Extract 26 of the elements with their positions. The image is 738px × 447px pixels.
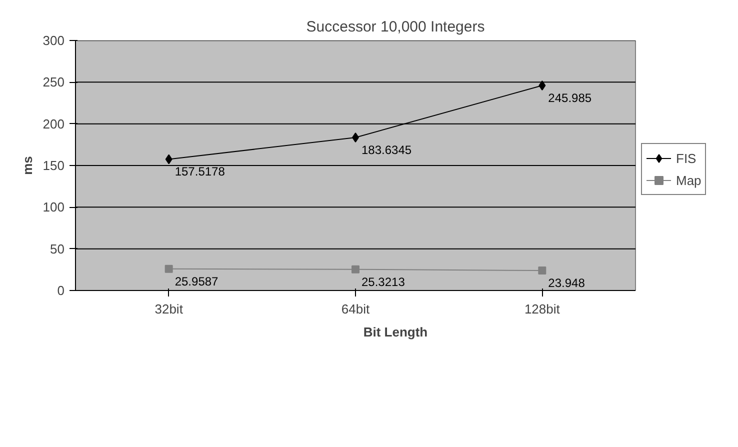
- y-tick-label: 300: [42, 33, 65, 48]
- y-tick-label: 0: [57, 283, 65, 298]
- data-label: 25.3213: [362, 274, 406, 289]
- point: [165, 154, 172, 164]
- y-tick-label: 50: [50, 241, 65, 256]
- data-label: 157.5178: [174, 164, 226, 179]
- data-label: 25.9587: [174, 274, 219, 288]
- y-tick-label: 150: [42, 158, 65, 173]
- chart-title: Successor 10,000 Integers: [306, 18, 485, 36]
- x-tick-label: 32bit: [154, 302, 184, 316]
- data-label: 183.6345: [362, 142, 412, 157]
- data-label: 245.985: [548, 91, 592, 106]
- x-tick-label: 128bit: [524, 302, 560, 316]
- point: [352, 265, 360, 274]
- legend-label: Map: [676, 172, 702, 188]
- point: [538, 266, 546, 275]
- point: [164, 264, 173, 273]
- y-tick-label: 200: [42, 116, 65, 132]
- y-tick-label: 250: [42, 74, 65, 90]
- data-label: 23.948: [548, 276, 586, 290]
- y-tick-label: 100: [42, 200, 65, 215]
- x-axis-title: Bit Length: [363, 324, 428, 340]
- y-axis-title: ms: [20, 156, 35, 175]
- x-tick-label: 64bit: [341, 302, 370, 316]
- legend-label: FIS: [676, 150, 696, 166]
- point: [538, 80, 546, 91]
